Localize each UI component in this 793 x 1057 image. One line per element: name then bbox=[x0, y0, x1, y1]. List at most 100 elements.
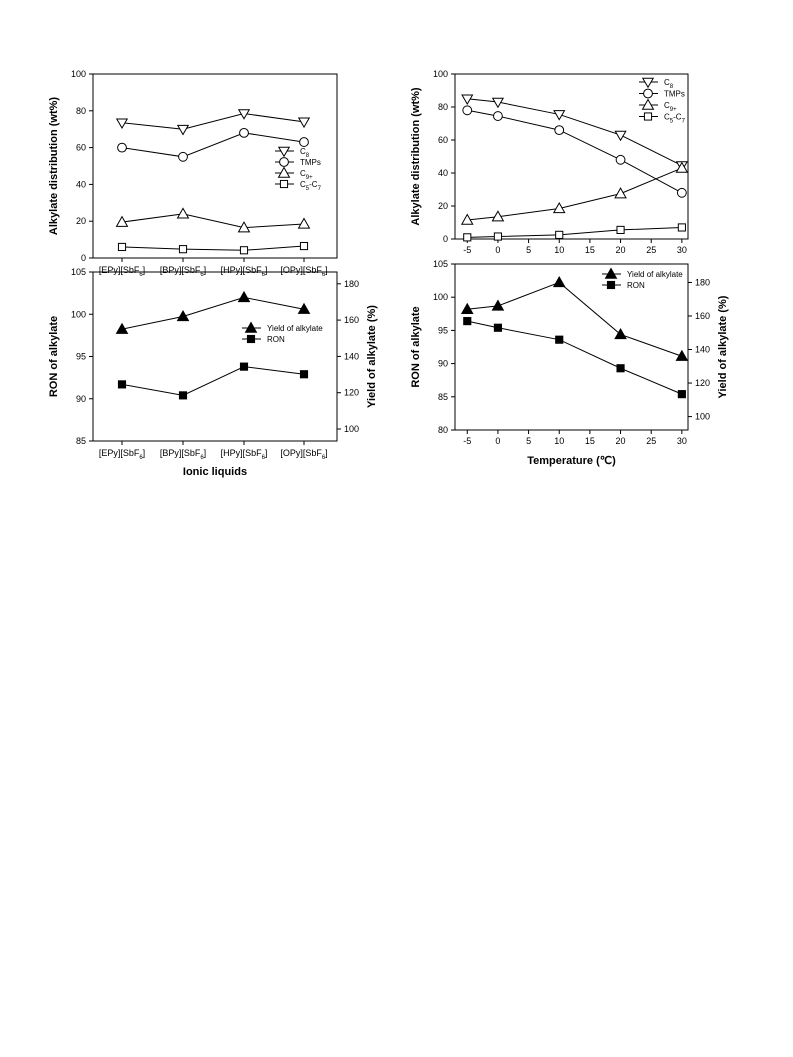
x-tick-label: 5 bbox=[526, 436, 531, 446]
data-point bbox=[614, 327, 627, 340]
data-point bbox=[491, 97, 505, 109]
chart-panel-d: 80 85 90 95 100 105 100 120 140 160 180 -5 0 5 10 15 20 2… bbox=[410, 259, 729, 467]
data-point bbox=[297, 217, 311, 229]
data-point bbox=[493, 232, 502, 241]
x-tick-label: 20 bbox=[616, 245, 626, 255]
data-point bbox=[237, 290, 251, 303]
series-tmps bbox=[462, 105, 687, 198]
data-point bbox=[677, 390, 686, 399]
data-point bbox=[299, 241, 309, 251]
y2-tick-label: 120 bbox=[344, 388, 359, 398]
data-point bbox=[676, 187, 687, 198]
x-tick-label: [HPy][SbF6] bbox=[221, 448, 268, 461]
y2-axis-label: Yield of alkylate (%) bbox=[366, 305, 378, 408]
series-c8 bbox=[461, 94, 688, 172]
x-tick-label: 30 bbox=[677, 436, 687, 446]
y2-tick-label: 160 bbox=[695, 311, 710, 321]
series-line bbox=[121, 366, 305, 396]
y-tick-label: 90 bbox=[438, 359, 448, 369]
legend-marker bbox=[277, 146, 291, 158]
x-tick-label: [OPy][SbF6] bbox=[280, 448, 327, 461]
chart-panel-a: 0 20 40 60 80 100 [EPy][SbF6] [BPy][SbF6] [HPy][… bbox=[48, 69, 338, 278]
legend-label: TMPs bbox=[300, 158, 321, 167]
x-axis-label: Ionic liquids bbox=[183, 466, 247, 478]
series-c5-c7 bbox=[117, 241, 309, 255]
x-tick-label: [BPy][SbF6] bbox=[160, 448, 206, 461]
x-tick-label: [BPy][SbF6] bbox=[160, 265, 206, 278]
data-point bbox=[176, 124, 190, 136]
x-axis-label: Temperature (℃) bbox=[527, 455, 616, 467]
legend-marker bbox=[277, 166, 291, 178]
legend-label: RON bbox=[627, 281, 645, 290]
legend-marker bbox=[246, 334, 256, 344]
series-yield-of-alkylate bbox=[460, 275, 689, 361]
data-point bbox=[115, 215, 129, 227]
legend-marker bbox=[279, 157, 289, 167]
data-point bbox=[299, 370, 309, 379]
data-point bbox=[552, 275, 566, 288]
x-tick-label: 10 bbox=[554, 245, 564, 255]
legend-label: Yield of alkylate bbox=[627, 270, 683, 279]
data-point bbox=[614, 130, 627, 142]
plot-frame bbox=[454, 73, 689, 240]
series-yield-of-alkylate bbox=[115, 290, 311, 334]
series-line bbox=[467, 109, 683, 194]
x-tick-label: 0 bbox=[495, 245, 500, 255]
data-point bbox=[117, 142, 127, 153]
data-point bbox=[117, 242, 127, 252]
legend: Yield of alkylate RON bbox=[602, 267, 683, 290]
data-point bbox=[299, 137, 309, 147]
legend-label: C9+ bbox=[300, 169, 313, 181]
legend-label: RON bbox=[267, 335, 285, 344]
data-point bbox=[615, 154, 626, 165]
legend-marker bbox=[279, 179, 289, 189]
y2-tick-label: 120 bbox=[695, 378, 710, 388]
data-point bbox=[115, 322, 129, 334]
chart-panel-b: 85 90 95 100 105 100 120 140 160 180 [EPy][SbF6] [B… bbox=[48, 267, 378, 478]
legend-label: C9+ bbox=[664, 101, 677, 113]
x-tick-label: [HPy][SbF6] bbox=[221, 265, 268, 278]
x-tick-label: 10 bbox=[554, 436, 564, 446]
y-tick-label: 100 bbox=[71, 69, 86, 79]
x-tick-label: 15 bbox=[585, 436, 595, 446]
x-tick-label: 5 bbox=[526, 245, 531, 255]
data-point bbox=[675, 349, 689, 361]
y2-axis-label: Yield of alkylate (%) bbox=[717, 295, 729, 398]
y-tick-label: 95 bbox=[438, 325, 448, 335]
data-point bbox=[239, 246, 249, 255]
legend-marker bbox=[604, 267, 618, 279]
data-point bbox=[460, 302, 474, 314]
data-point bbox=[554, 125, 565, 136]
x-tick-label: 30 bbox=[677, 245, 687, 255]
data-point bbox=[297, 302, 311, 314]
y-axis-label: Alkylate distribution (wt%) bbox=[48, 97, 60, 235]
y-tick-label: 90 bbox=[76, 394, 86, 404]
data-point bbox=[462, 105, 473, 116]
series-c9- bbox=[115, 207, 311, 233]
chart-panel-c: 0 20 40 60 80 100 -5 0 5 10 15 20 25 30 Alkylate distr… bbox=[410, 69, 689, 255]
plot-frame bbox=[454, 263, 689, 431]
data-point bbox=[237, 221, 251, 233]
legend-label: C8 bbox=[664, 78, 674, 90]
legend-marker bbox=[641, 77, 655, 89]
data-point bbox=[297, 117, 311, 129]
y2-tick-label: 180 bbox=[695, 277, 710, 287]
legend-label: C5-C7 bbox=[300, 180, 322, 192]
y2-tick-label: 140 bbox=[695, 345, 710, 355]
legend-marker bbox=[643, 88, 653, 99]
series-line bbox=[467, 320, 683, 395]
series-c8 bbox=[115, 109, 311, 136]
y-axis-label: Alkylate distribution (wt%) bbox=[410, 87, 422, 225]
data-point bbox=[553, 110, 566, 121]
series-line bbox=[121, 296, 305, 330]
legend-label: TMPs bbox=[664, 90, 685, 99]
y2-tick-label: 180 bbox=[344, 279, 359, 289]
legend-marker bbox=[641, 98, 655, 110]
y-tick-label: 100 bbox=[71, 309, 86, 319]
data-point bbox=[460, 213, 474, 225]
data-point bbox=[616, 364, 625, 373]
x-tick-label: [EPy][SbF6] bbox=[99, 265, 145, 278]
